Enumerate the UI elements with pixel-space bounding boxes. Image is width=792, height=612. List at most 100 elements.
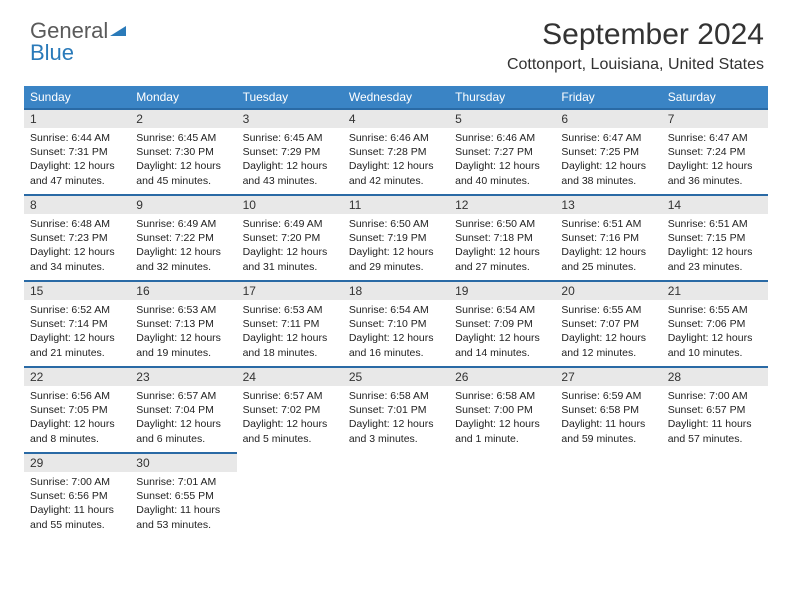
day-content: Sunrise: 6:45 AMSunset: 7:30 PMDaylight:…: [130, 128, 236, 191]
sunset-text: Sunset: 7:10 PM: [349, 317, 443, 331]
daylight-line2: and 6 minutes.: [136, 432, 230, 446]
daylight-line1: Daylight: 12 hours: [136, 159, 230, 173]
daylight-line2: and 55 minutes.: [30, 518, 124, 532]
daylight-line1: Daylight: 11 hours: [668, 417, 762, 431]
logo: General Blue: [30, 20, 128, 64]
daylight-line1: Daylight: 12 hours: [455, 245, 549, 259]
day-content: Sunrise: 6:54 AMSunset: 7:10 PMDaylight:…: [343, 300, 449, 363]
daylight-line2: and 45 minutes.: [136, 174, 230, 188]
calendar-empty-cell: [237, 452, 343, 538]
day-content: Sunrise: 6:59 AMSunset: 6:58 PMDaylight:…: [555, 386, 661, 449]
day-content: Sunrise: 6:57 AMSunset: 7:02 PMDaylight:…: [237, 386, 343, 449]
day-header: Monday: [130, 86, 236, 108]
calendar-day-cell: 28Sunrise: 7:00 AMSunset: 6:57 PMDayligh…: [662, 366, 768, 452]
sunrise-text: Sunrise: 6:50 AM: [455, 217, 549, 231]
day-number: 29: [24, 452, 130, 472]
sunrise-text: Sunrise: 6:54 AM: [349, 303, 443, 317]
day-number: 4: [343, 108, 449, 128]
daylight-line1: Daylight: 12 hours: [349, 417, 443, 431]
sunset-text: Sunset: 7:07 PM: [561, 317, 655, 331]
calendar-week-row: 1Sunrise: 6:44 AMSunset: 7:31 PMDaylight…: [24, 108, 768, 194]
daylight-line2: and 19 minutes.: [136, 346, 230, 360]
sunrise-text: Sunrise: 6:57 AM: [136, 389, 230, 403]
daylight-line1: Daylight: 12 hours: [455, 417, 549, 431]
sunrise-text: Sunrise: 6:47 AM: [668, 131, 762, 145]
daylight-line2: and 14 minutes.: [455, 346, 549, 360]
daylight-line1: Daylight: 12 hours: [30, 417, 124, 431]
calendar-day-cell: 14Sunrise: 6:51 AMSunset: 7:15 PMDayligh…: [662, 194, 768, 280]
calendar-empty-cell: [449, 452, 555, 538]
calendar-day-cell: 10Sunrise: 6:49 AMSunset: 7:20 PMDayligh…: [237, 194, 343, 280]
calendar-day-cell: 2Sunrise: 6:45 AMSunset: 7:30 PMDaylight…: [130, 108, 236, 194]
daylight-line1: Daylight: 12 hours: [561, 245, 655, 259]
sunrise-text: Sunrise: 6:55 AM: [668, 303, 762, 317]
daylight-line1: Daylight: 12 hours: [243, 417, 337, 431]
calendar-empty-cell: [555, 452, 661, 538]
sunrise-text: Sunrise: 6:49 AM: [243, 217, 337, 231]
sunrise-text: Sunrise: 7:00 AM: [30, 475, 124, 489]
sunset-text: Sunset: 7:04 PM: [136, 403, 230, 417]
day-content: Sunrise: 6:47 AMSunset: 7:24 PMDaylight:…: [662, 128, 768, 191]
daylight-line1: Daylight: 12 hours: [243, 245, 337, 259]
sunset-text: Sunset: 7:29 PM: [243, 145, 337, 159]
sunset-text: Sunset: 7:27 PM: [455, 145, 549, 159]
daylight-line2: and 16 minutes.: [349, 346, 443, 360]
sunset-text: Sunset: 7:19 PM: [349, 231, 443, 245]
calendar-day-cell: 20Sunrise: 6:55 AMSunset: 7:07 PMDayligh…: [555, 280, 661, 366]
calendar-day-cell: 26Sunrise: 6:58 AMSunset: 7:00 PMDayligh…: [449, 366, 555, 452]
daylight-line2: and 32 minutes.: [136, 260, 230, 274]
calendar-day-cell: 11Sunrise: 6:50 AMSunset: 7:19 PMDayligh…: [343, 194, 449, 280]
day-content: Sunrise: 6:46 AMSunset: 7:28 PMDaylight:…: [343, 128, 449, 191]
daylight-line2: and 10 minutes.: [668, 346, 762, 360]
day-number: 14: [662, 194, 768, 214]
calendar-day-cell: 21Sunrise: 6:55 AMSunset: 7:06 PMDayligh…: [662, 280, 768, 366]
daylight-line1: Daylight: 12 hours: [455, 331, 549, 345]
day-content: Sunrise: 6:57 AMSunset: 7:04 PMDaylight:…: [130, 386, 236, 449]
daylight-line2: and 29 minutes.: [349, 260, 443, 274]
day-number: 26: [449, 366, 555, 386]
day-number: 5: [449, 108, 555, 128]
daylight-line1: Daylight: 12 hours: [243, 331, 337, 345]
sunset-text: Sunset: 6:55 PM: [136, 489, 230, 503]
calendar-day-cell: 4Sunrise: 6:46 AMSunset: 7:28 PMDaylight…: [343, 108, 449, 194]
daylight-line1: Daylight: 12 hours: [561, 331, 655, 345]
logo-word-blue: Blue: [30, 40, 74, 65]
calendar-header-row: SundayMondayTuesdayWednesdayThursdayFrid…: [24, 86, 768, 108]
day-number: 1: [24, 108, 130, 128]
daylight-line1: Daylight: 12 hours: [349, 245, 443, 259]
daylight-line2: and 1 minute.: [455, 432, 549, 446]
sunrise-text: Sunrise: 6:59 AM: [561, 389, 655, 403]
day-content: Sunrise: 6:49 AMSunset: 7:20 PMDaylight:…: [237, 214, 343, 277]
calendar-day-cell: 15Sunrise: 6:52 AMSunset: 7:14 PMDayligh…: [24, 280, 130, 366]
sunrise-text: Sunrise: 7:01 AM: [136, 475, 230, 489]
daylight-line1: Daylight: 12 hours: [668, 245, 762, 259]
daylight-line1: Daylight: 12 hours: [561, 159, 655, 173]
calendar-day-cell: 16Sunrise: 6:53 AMSunset: 7:13 PMDayligh…: [130, 280, 236, 366]
daylight-line2: and 42 minutes.: [349, 174, 443, 188]
day-number: 30: [130, 452, 236, 472]
day-content: Sunrise: 6:49 AMSunset: 7:22 PMDaylight:…: [130, 214, 236, 277]
day-header: Tuesday: [237, 86, 343, 108]
sunset-text: Sunset: 7:22 PM: [136, 231, 230, 245]
sunrise-text: Sunrise: 6:55 AM: [561, 303, 655, 317]
calendar-day-cell: 24Sunrise: 6:57 AMSunset: 7:02 PMDayligh…: [237, 366, 343, 452]
daylight-line1: Daylight: 12 hours: [30, 245, 124, 259]
calendar-day-cell: 6Sunrise: 6:47 AMSunset: 7:25 PMDaylight…: [555, 108, 661, 194]
day-number: 16: [130, 280, 236, 300]
sunrise-text: Sunrise: 6:44 AM: [30, 131, 124, 145]
daylight-line2: and 36 minutes.: [668, 174, 762, 188]
day-content: Sunrise: 6:54 AMSunset: 7:09 PMDaylight:…: [449, 300, 555, 363]
calendar-day-cell: 30Sunrise: 7:01 AMSunset: 6:55 PMDayligh…: [130, 452, 236, 538]
sunrise-text: Sunrise: 6:53 AM: [243, 303, 337, 317]
sunrise-text: Sunrise: 6:53 AM: [136, 303, 230, 317]
logo-text: General Blue: [30, 20, 128, 64]
calendar-table: SundayMondayTuesdayWednesdayThursdayFrid…: [24, 86, 768, 538]
daylight-line2: and 59 minutes.: [561, 432, 655, 446]
calendar-day-cell: 29Sunrise: 7:00 AMSunset: 6:56 PMDayligh…: [24, 452, 130, 538]
sunset-text: Sunset: 7:15 PM: [668, 231, 762, 245]
day-content: Sunrise: 6:48 AMSunset: 7:23 PMDaylight:…: [24, 214, 130, 277]
sunset-text: Sunset: 7:14 PM: [30, 317, 124, 331]
day-content: Sunrise: 6:47 AMSunset: 7:25 PMDaylight:…: [555, 128, 661, 191]
day-number: 19: [449, 280, 555, 300]
calendar-empty-cell: [343, 452, 449, 538]
